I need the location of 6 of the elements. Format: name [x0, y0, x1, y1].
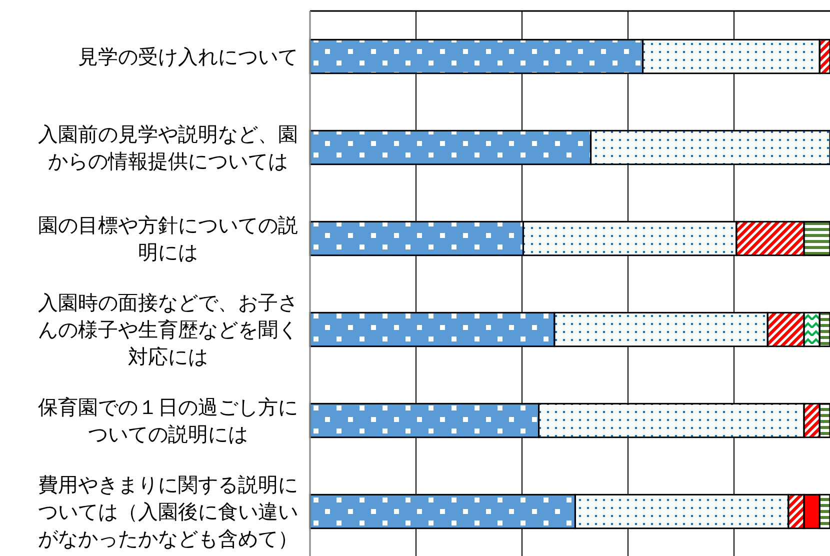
y-tick-label: 費用やきまりに関する説明については（入園後に食い違いがなかったかなども含めて）	[38, 472, 298, 550]
y-tick-label: 保育園での１日の過ごし方についての説明には	[38, 395, 298, 446]
y-tick-label: 見学の受け入れについて	[78, 44, 298, 68]
y-tick-label: 入園時の面接などで、お子さんの様子や生育歴などを聞く対応には	[38, 290, 298, 368]
y-tick-label: 園の目標や方針についての説明には	[38, 213, 298, 264]
y-tick-label: 入園前の見学や説明など、園からの情報提供については	[38, 122, 298, 173]
